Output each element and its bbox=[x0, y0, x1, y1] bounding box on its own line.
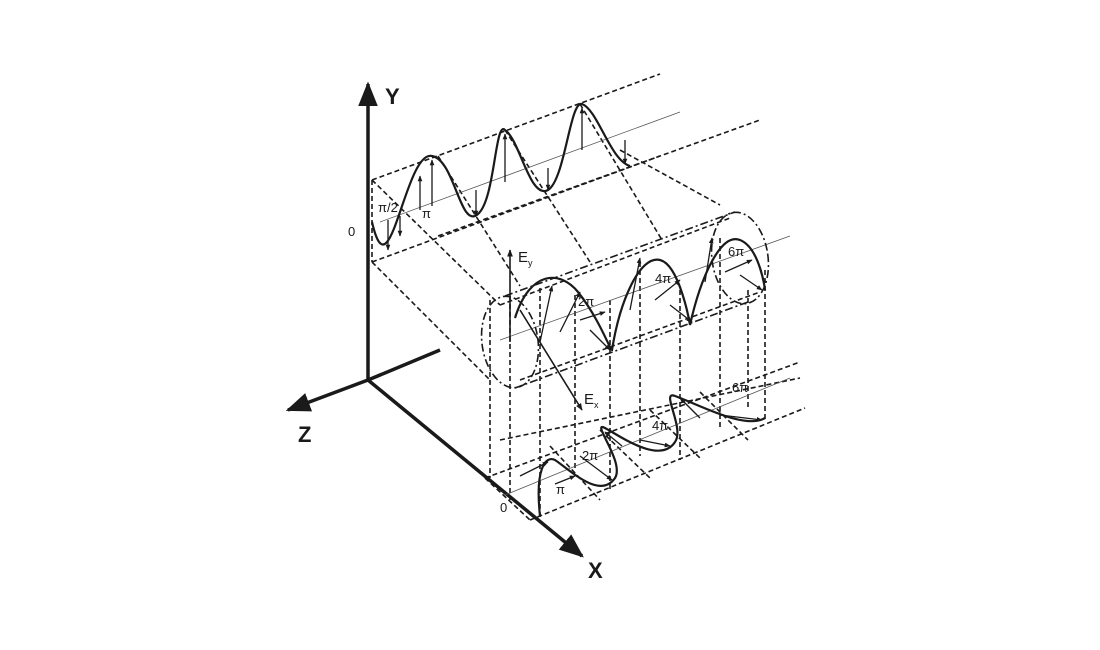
ex-label-sub: x bbox=[594, 400, 599, 410]
ex-label-main: E bbox=[584, 391, 594, 408]
ex-wave bbox=[537, 394, 766, 517]
ex-label: Ex bbox=[584, 391, 599, 410]
phase-label-bottom-pi: π bbox=[556, 482, 565, 497]
ey-label-main: E bbox=[518, 249, 528, 266]
phase-label-top-half-pi: π/2 bbox=[378, 200, 398, 215]
coordinate-axes bbox=[285, 81, 584, 558]
ey-wave-arrows bbox=[385, 107, 628, 251]
x-axis-label: X bbox=[588, 558, 603, 583]
ex-wave-arrows bbox=[519, 397, 763, 485]
x-axis bbox=[366, 378, 584, 558]
ex-vector bbox=[519, 309, 583, 411]
z-axis-back bbox=[367, 348, 441, 382]
phase-label-mid-2pi: 2π bbox=[578, 294, 594, 309]
y-axis-label: Y bbox=[385, 84, 400, 109]
phase-label-top-zero: 0 bbox=[348, 224, 355, 239]
z-axis bbox=[285, 378, 369, 412]
phase-label-bottom-zero: 0 bbox=[500, 500, 507, 515]
projection-box-lines bbox=[371, 73, 806, 521]
phase-label-mid-6pi: 6π bbox=[728, 244, 744, 259]
helix-arrows bbox=[539, 237, 763, 351]
phase-label-mid-4pi: 4π bbox=[655, 271, 671, 286]
phase-label-bottom-2pi: 2π bbox=[582, 448, 598, 463]
propagation-centerlines bbox=[379, 111, 791, 496]
phase-label-bottom-4pi: 4π bbox=[652, 418, 668, 433]
phase-label-top-pi: π bbox=[422, 206, 431, 221]
z-axis-label: Z bbox=[298, 422, 311, 447]
ey-label-sub: y bbox=[528, 258, 533, 268]
ey-label: Ey bbox=[518, 249, 533, 268]
phase-label-bottom-6pi: 6π bbox=[732, 380, 748, 395]
ey-wave bbox=[370, 102, 631, 246]
field-vectors bbox=[507, 249, 583, 411]
